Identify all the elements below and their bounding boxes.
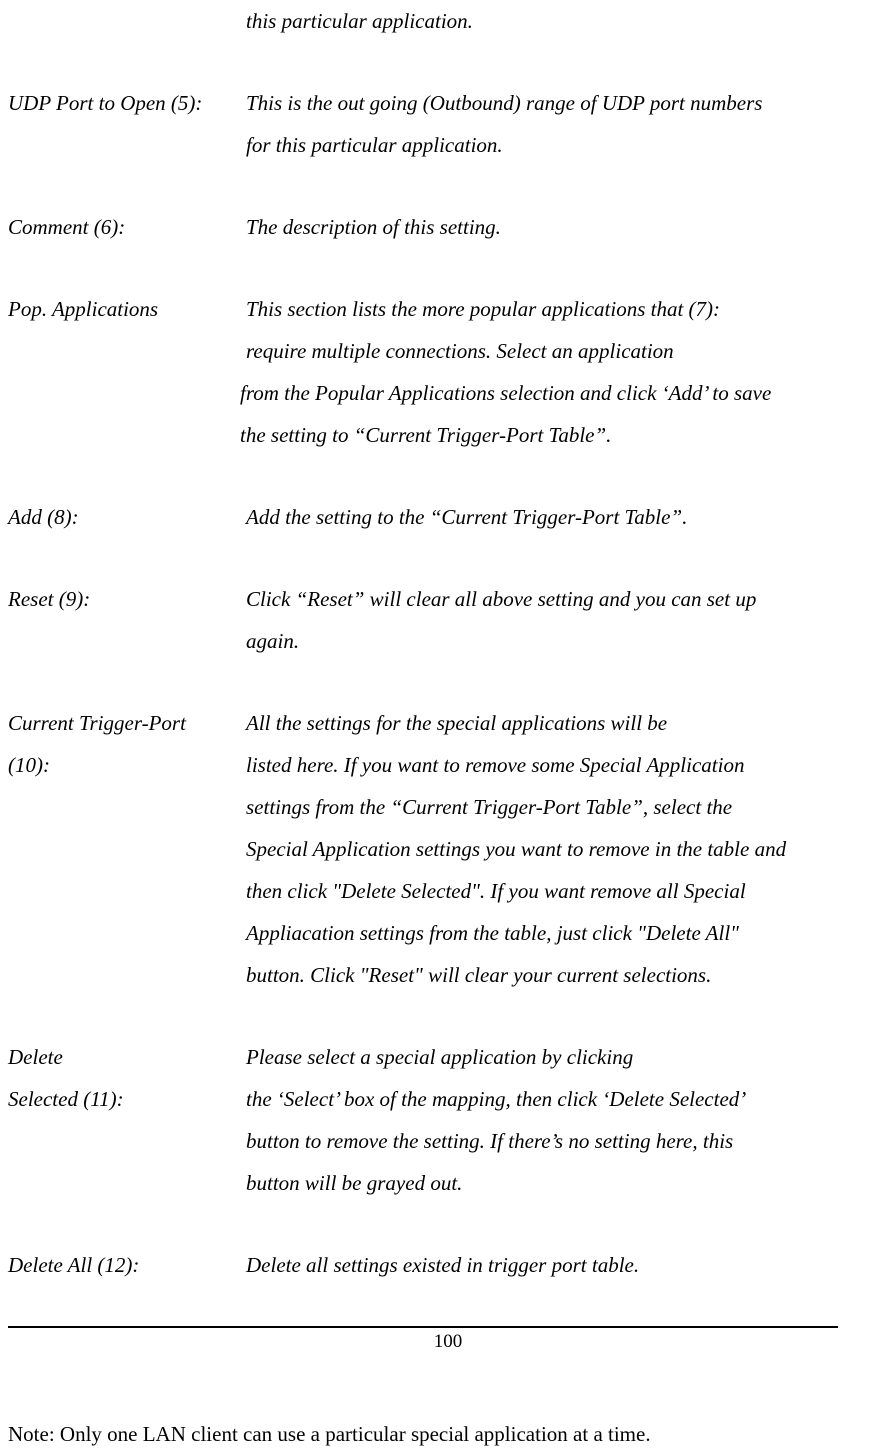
definition-entry: Pop. ApplicationsThis section lists the …	[8, 288, 878, 456]
definition-description: This section lists the more popular appl…	[246, 288, 878, 456]
description-line: require multiple connections. Select an …	[246, 330, 878, 372]
definition-description: This is the out going (Outbound) range o…	[246, 82, 878, 166]
term-line: (10):	[8, 744, 238, 786]
description-line: Please select a special application by c…	[246, 1036, 878, 1078]
term-line: UDP Port to Open (5):	[8, 82, 238, 124]
description-line: button. Click "Reset" will clear your cu…	[246, 954, 878, 996]
description-line: again.	[246, 620, 878, 662]
definition-term: DeleteSelected (11):	[8, 1036, 246, 1204]
definition-entry: UDP Port to Open (5):This is the out goi…	[8, 82, 878, 166]
description-line: Special Application settings you want to…	[246, 828, 878, 870]
definitions-list: this particular application.UDP Port to …	[8, 0, 878, 1286]
term-line: Add (8):	[8, 496, 238, 538]
definition-description: Please select a special application by c…	[246, 1036, 878, 1204]
definition-entry: Current Trigger-Port(10):All the setting…	[8, 702, 878, 996]
description-line: This section lists the more popular appl…	[246, 288, 878, 330]
definition-term: Delete All (12):	[8, 1244, 246, 1286]
term-line: Comment (6):	[8, 206, 238, 248]
description-line: All the settings for the special applica…	[246, 702, 878, 744]
definition-term: Comment (6):	[8, 206, 246, 248]
description-line: then click "Delete Selected". If you wan…	[246, 870, 878, 912]
description-line: The description of this setting.	[246, 206, 878, 248]
description-line: this particular application.	[246, 0, 878, 42]
page-number: 100	[434, 1331, 463, 1353]
description-line: Appliacation settings from the table, ju…	[246, 912, 878, 954]
term-line: Reset (9):	[8, 578, 238, 620]
definition-description: Delete all settings existed in trigger p…	[246, 1244, 878, 1286]
description-line: for this particular application.	[246, 124, 878, 166]
definition-term: Current Trigger-Port(10):	[8, 702, 246, 996]
description-line: settings from the “Current Trigger-Port …	[246, 786, 878, 828]
description-line: This is the out going (Outbound) range o…	[246, 82, 878, 124]
definition-description: this particular application.	[246, 0, 878, 42]
term-line: Delete All (12):	[8, 1244, 238, 1286]
description-line: Add the setting to the “Current Trigger-…	[246, 496, 878, 538]
description-line: the setting to “Current Trigger-Port Tab…	[240, 414, 878, 456]
description-line: button to remove the setting. If there’s…	[246, 1120, 878, 1162]
definition-description: All the settings for the special applica…	[246, 702, 878, 996]
definition-description: The description of this setting.	[246, 206, 878, 248]
definition-entry: this particular application.	[8, 0, 878, 42]
definition-term: Add (8):	[8, 496, 246, 538]
definition-entry: Reset (9):Click “Reset” will clear all a…	[8, 578, 878, 662]
section-divider	[8, 1326, 838, 1328]
term-line: Pop. Applications	[8, 288, 238, 330]
definition-entry: Add (8):Add the setting to the “Current …	[8, 496, 878, 538]
definition-entry: Comment (6):The description of this sett…	[8, 206, 878, 248]
definition-description: Add the setting to the “Current Trigger-…	[246, 496, 878, 538]
description-line: Delete all settings existed in trigger p…	[246, 1244, 878, 1286]
definition-term: UDP Port to Open (5):	[8, 82, 246, 166]
description-line: button will be grayed out.	[246, 1162, 878, 1204]
definition-description: Click “Reset” will clear all above setti…	[246, 578, 878, 662]
note-text: Note: Only one LAN client can use a part…	[8, 1418, 878, 1452]
definition-term	[8, 0, 246, 42]
description-line: the ‘Select’ box of the mapping, then cl…	[246, 1078, 878, 1120]
description-line: listed here. If you want to remove some …	[246, 744, 878, 786]
definition-entry: Delete All (12):Delete all settings exis…	[8, 1244, 878, 1286]
term-line: Current Trigger-Port	[8, 702, 238, 744]
definition-term: Pop. Applications	[8, 288, 246, 456]
definition-term: Reset (9):	[8, 578, 246, 662]
description-line: Click “Reset” will clear all above setti…	[246, 578, 878, 620]
term-line: Selected (11):	[8, 1078, 238, 1120]
description-line: from the Popular Applications selection …	[240, 372, 878, 414]
definition-entry: DeleteSelected (11):Please select a spec…	[8, 1036, 878, 1204]
term-line: Delete	[8, 1036, 238, 1078]
